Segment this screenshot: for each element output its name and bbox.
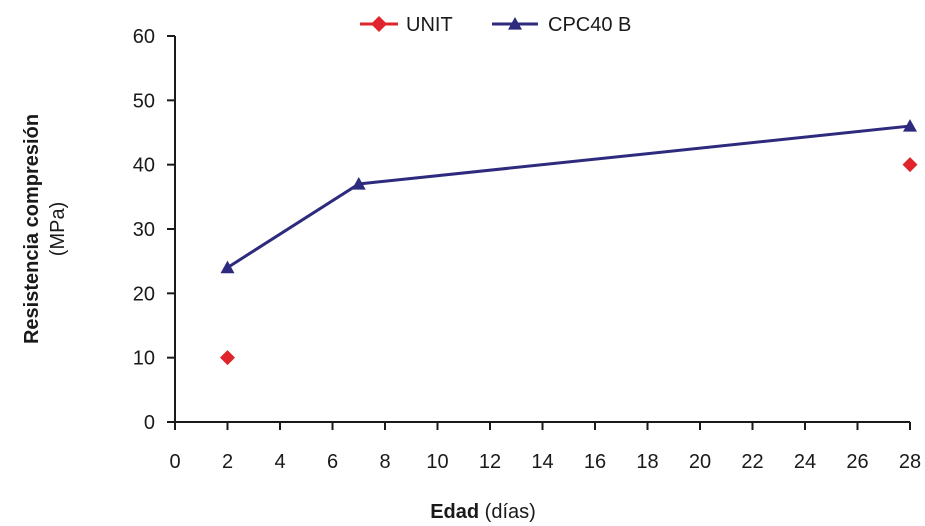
series-layer [220, 119, 918, 366]
x-tick-label: 2 [222, 451, 233, 473]
series-unit-point [902, 157, 918, 173]
y-tick-label: 0 [144, 412, 155, 434]
legend-cpc-label: CPC40 B [548, 14, 631, 36]
x-tick-label: 28 [899, 451, 921, 473]
y-tick-label: 60 [133, 26, 155, 48]
legend-cpc-triangle-icon [508, 17, 522, 30]
y-ticks: 0 10 20 30 40 50 60 [133, 26, 175, 434]
legend-unit-diamond-icon [371, 16, 387, 32]
y-axis-title: Resistencia compresión [21, 114, 43, 344]
x-tick-label: 6 [327, 451, 338, 473]
legend-unit-label: UNIT [406, 14, 453, 36]
x-tick-label: 22 [741, 451, 763, 473]
x-tick-label: 10 [426, 451, 448, 473]
x-axis-title: Edad (días) [430, 501, 536, 523]
series-cpc40-b-point [903, 119, 917, 132]
x-tick-label: 4 [274, 451, 285, 473]
series-cpc40-b-point [351, 176, 366, 190]
y-tick-label: 40 [133, 155, 155, 177]
x-tick-label: 0 [169, 451, 180, 473]
y-axis-unit: (MPa) [47, 202, 69, 256]
x-tick-label: 20 [689, 451, 711, 473]
y-tick-label: 20 [133, 283, 155, 305]
y-tick-label: 30 [133, 219, 155, 241]
x-tick-label: 26 [846, 451, 868, 473]
series-unit-point [220, 350, 235, 366]
y-tick-label: 10 [133, 348, 155, 370]
x-tick-label: 12 [479, 451, 501, 473]
series-cpc40-b-point [220, 260, 235, 274]
x-tick-label: 24 [794, 451, 816, 473]
x-ticks: 0 2 4 6 8 10 12 14 16 18 20 22 24 26 28 [169, 422, 921, 473]
x-tick-label: 14 [531, 451, 553, 473]
legend: UNIT CPC40 B [360, 14, 631, 36]
series-cpc40-b-line [226, 124, 911, 269]
x-tick-label: 16 [584, 451, 606, 473]
y-tick-label: 50 [133, 90, 155, 112]
x-tick-label: 8 [379, 451, 390, 473]
x-tick-label: 18 [636, 451, 658, 473]
